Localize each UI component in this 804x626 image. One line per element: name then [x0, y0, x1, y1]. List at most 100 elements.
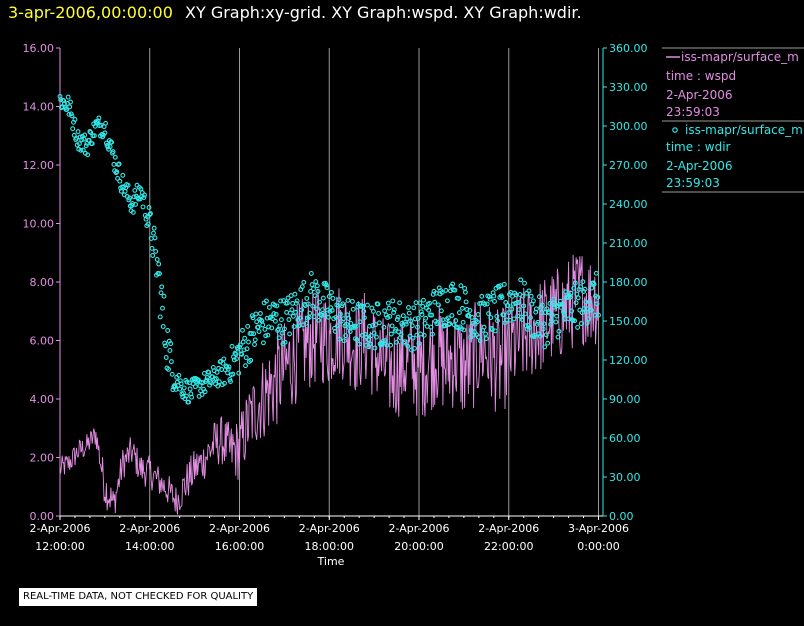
wdir-point — [494, 313, 500, 319]
wdir-point — [411, 305, 417, 311]
wdir-point — [186, 399, 192, 405]
left-tick-label: 0.00 — [30, 510, 55, 523]
wdir-point — [70, 126, 76, 132]
wdir-point — [329, 289, 334, 295]
wdir-point — [324, 285, 330, 291]
wdir-point — [417, 300, 423, 306]
wdir-point — [413, 300, 419, 306]
wdir-point — [257, 311, 263, 316]
wdir-point — [68, 99, 73, 105]
wdir-point — [482, 301, 488, 307]
wdir-point — [528, 315, 533, 321]
wdir-point — [285, 295, 291, 301]
wdir-point — [555, 334, 561, 340]
wdir-point — [111, 161, 117, 167]
wdir-point — [365, 337, 371, 343]
wdir-point — [492, 328, 498, 334]
wdir-point — [265, 332, 271, 338]
wdir-point — [560, 302, 566, 307]
wdir-point — [456, 310, 462, 316]
wdir-point — [344, 321, 349, 327]
wdir-point — [284, 300, 290, 306]
wdir-point — [495, 318, 500, 324]
wdir-point — [424, 323, 430, 329]
wdir-point — [462, 289, 468, 295]
wdir-point — [427, 300, 432, 306]
wdir-point — [453, 318, 459, 324]
wdir-point — [394, 317, 400, 322]
x-tick-time: 22:00:00 — [484, 540, 533, 553]
right-tick-label: 270.00 — [609, 159, 648, 172]
wdir-point — [406, 305, 411, 310]
wdir-point — [141, 195, 147, 201]
wdir-point — [168, 359, 174, 365]
wdir-point — [240, 339, 246, 345]
wdir-point — [326, 294, 332, 299]
wdir-point — [403, 321, 409, 327]
wdir-point — [521, 303, 527, 309]
wdir-point — [393, 326, 399, 332]
wdir-point — [373, 322, 379, 328]
wdir-point — [375, 301, 381, 307]
wdir-point — [150, 253, 156, 258]
x-tick-date: 2-Apr-2006 — [209, 522, 270, 535]
wdir-point — [449, 313, 455, 318]
wdir-point — [213, 376, 219, 382]
wdir-point — [345, 297, 351, 303]
right-tick-label: 210.00 — [609, 237, 648, 250]
wdir-point — [341, 316, 346, 322]
wdir-point — [446, 322, 452, 327]
wdir-point — [382, 338, 388, 344]
wdir-point — [246, 339, 251, 345]
wdir-point — [228, 379, 233, 384]
legend-marker-swatch — [672, 127, 678, 133]
wdir-point — [487, 296, 493, 302]
wdir-point — [388, 331, 394, 337]
wdir-point — [256, 329, 262, 334]
wdir-point — [163, 355, 169, 360]
wdir-point — [390, 298, 396, 304]
wdir-point — [269, 325, 275, 331]
wdir-point — [338, 311, 343, 317]
left-y-ticks: 0.00 2.00 4.00 6.00 8.00 10.00 12.00 14.00 16.00 — [23, 42, 60, 523]
right-tick-label: 60.00 — [609, 432, 641, 445]
wdir-point — [522, 280, 527, 286]
wdir-point — [408, 318, 414, 324]
wdir-point — [395, 314, 401, 320]
wdir-point — [125, 182, 131, 188]
wdir-point — [361, 315, 367, 321]
wdir-point — [215, 383, 221, 389]
wdir-point — [105, 144, 111, 150]
wdir-point — [184, 379, 190, 385]
wdir-point — [462, 285, 468, 291]
wdir-point — [350, 306, 356, 312]
wdir-point — [435, 319, 441, 325]
wdir-point — [353, 323, 359, 329]
x-tick-date: 2-Apr-2006 — [299, 522, 360, 535]
wdir-point — [481, 324, 487, 330]
wdir-point — [404, 316, 410, 322]
wdir-point — [127, 195, 133, 201]
wdir-point — [468, 334, 474, 340]
wdir-point — [189, 394, 195, 400]
wdir-point — [253, 311, 259, 317]
header-title: XY Graph:xy-grid. XY Graph:wspd. XY Grap… — [185, 3, 582, 22]
wdir-point — [158, 290, 164, 296]
wdir-point — [102, 130, 108, 136]
wdir-point — [452, 287, 458, 293]
wdir-point — [299, 284, 305, 290]
wdir-point — [459, 305, 465, 311]
vertical-grid — [149, 48, 600, 516]
wdir-point — [518, 277, 524, 283]
wdir-point — [262, 326, 268, 332]
wdir-point — [237, 342, 243, 348]
wdir-point — [346, 316, 352, 321]
wdir-point — [195, 377, 201, 383]
wdir-point — [290, 313, 296, 319]
wdir-point — [76, 141, 82, 147]
wdir-point — [272, 318, 278, 324]
wdir-point — [65, 94, 71, 100]
wdir-point — [277, 323, 283, 329]
wdir-point — [421, 297, 426, 303]
wdir-point — [501, 312, 506, 318]
